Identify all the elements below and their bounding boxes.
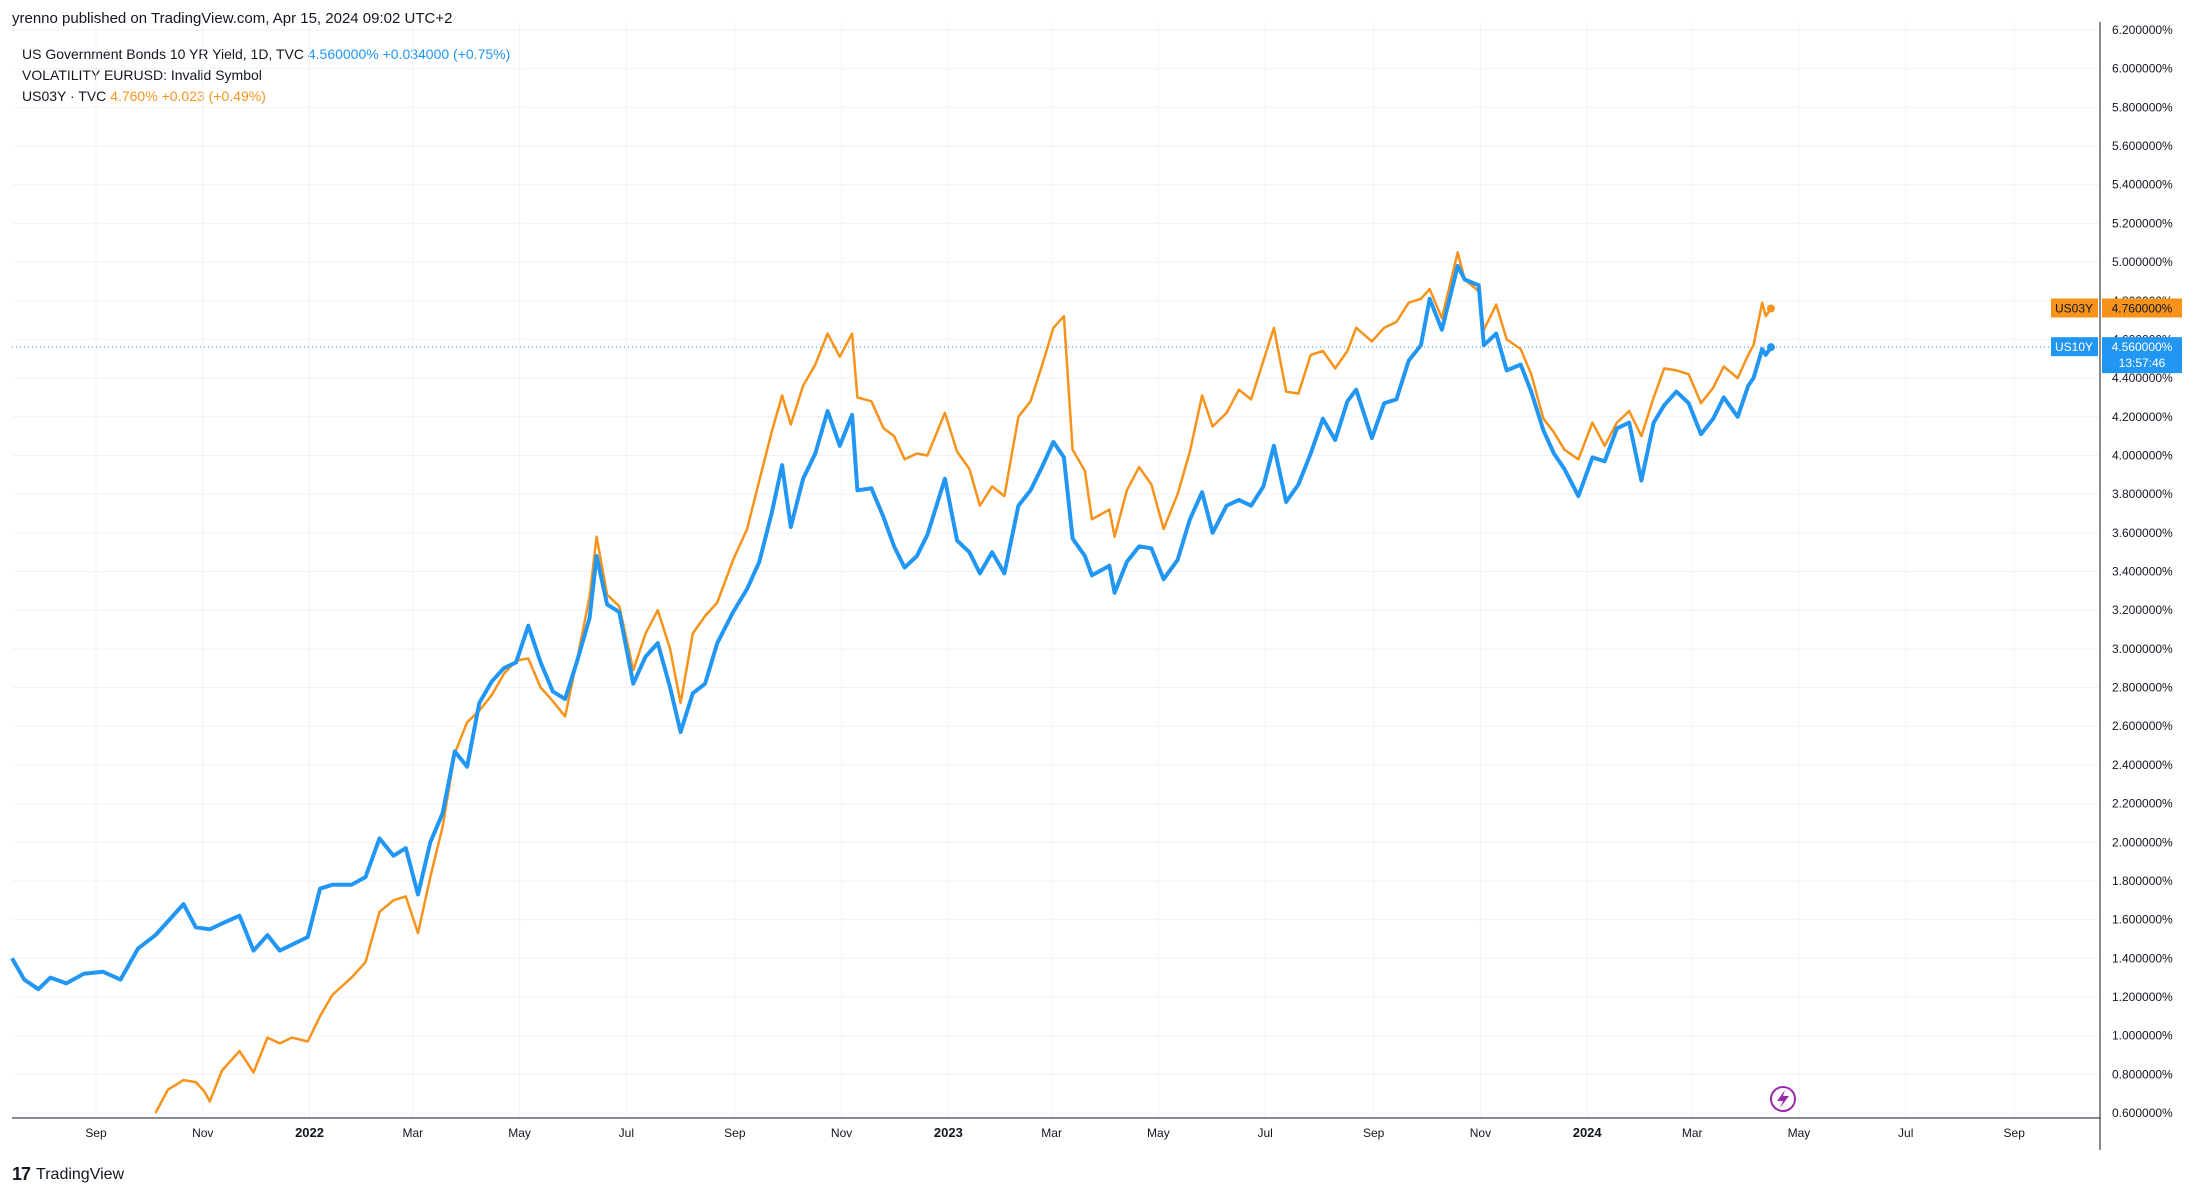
y-tick-label: 1.400000%: [2112, 951, 2173, 965]
series-layer: [10, 251, 1775, 1114]
y-tick-label: 6.200000%: [2112, 23, 2173, 37]
y-tick-label: 5.800000%: [2112, 100, 2173, 114]
legend-us03y-value: 4.760%: [110, 88, 158, 104]
y-tick-label: 3.400000%: [2112, 565, 2173, 579]
y-tick-label: 1.200000%: [2112, 990, 2173, 1004]
x-tick-label: 2023: [934, 1125, 963, 1140]
legend-row-us10y[interactable]: US Government Bonds 10 YR Yield, 1D, TVC…: [22, 44, 510, 65]
y-tick-label: 4.200000%: [2112, 410, 2173, 424]
x-tick-label: Jul: [1257, 1126, 1272, 1140]
us03y-value-label: 4.760000%: [2112, 301, 2173, 315]
x-tick-label: May: [1147, 1126, 1170, 1140]
legend-us10y-value: 4.560000%: [307, 46, 379, 62]
y-tick-label: 1.000000%: [2112, 1029, 2173, 1043]
us10y-price-tag: US10Y 4.560000% 13:57:46: [2051, 337, 2182, 374]
y-tick-label: 0.600000%: [2112, 1106, 2173, 1120]
us03y-price-tag: US03Y 4.760000%: [2051, 298, 2182, 318]
y-tick-label: 5.400000%: [2112, 178, 2173, 192]
x-tick-label: 2024: [1573, 1125, 1603, 1140]
x-tick-label: Sep: [85, 1126, 107, 1140]
y-axis-ticks: 0.600000% 0.800000% 1.000000% 1.200000% 1.40…: [2112, 23, 2173, 1120]
lightning-icon[interactable]: [1770, 1086, 1796, 1112]
us03y-tag-box: [2051, 298, 2098, 318]
legend-us10y-name: US Government Bonds 10 YR Yield, 1D, TVC: [22, 46, 304, 62]
legend-us03y-name: US03Y · TVC: [22, 88, 107, 104]
published-line: yrenno published on TradingView.com, Apr…: [12, 10, 453, 27]
legend-row-us03y[interactable]: US03Y · TVC 4.760% +0.023 (+0.49%): [22, 86, 510, 107]
y-tick-label: 2.400000%: [2112, 758, 2173, 772]
series-last-point-us03y: [1766, 304, 1775, 313]
series-last-point-us10y: [1766, 343, 1775, 352]
us10y-tag-box: [2051, 337, 2098, 357]
y-tick-label: 2.800000%: [2112, 681, 2173, 695]
y-tick-label: 2.600000%: [2112, 719, 2173, 733]
series-line-us10y: [10, 263, 1773, 992]
y-tick-label: 1.600000%: [2112, 913, 2173, 927]
tradingview-logo-icon: 17: [12, 1164, 31, 1184]
us03y-value-box: [2102, 298, 2182, 318]
x-tick-label: Jul: [1898, 1126, 1913, 1140]
x-tick-label: Jul: [619, 1126, 634, 1140]
y-tick-label: 5.200000%: [2112, 216, 2173, 230]
y-tick-label: 0.800000%: [2112, 1067, 2173, 1081]
y-tick-label: 2.000000%: [2112, 835, 2173, 849]
legend-row-volatility[interactable]: VOLATILITY EURUSD: Invalid Symbol: [22, 65, 510, 86]
footer-brand-label: TradingView: [36, 1165, 125, 1183]
x-tick-label: Sep: [1363, 1126, 1385, 1140]
y-tick-label: 3.200000%: [2112, 603, 2173, 617]
y-tick-label: 4.000000%: [2112, 448, 2173, 462]
legend: US Government Bonds 10 YR Yield, 1D, TVC…: [22, 44, 510, 107]
legend-us03y-change: +0.023 (+0.49%): [161, 88, 266, 104]
x-tick-label: Mar: [1041, 1126, 1062, 1140]
grid: [12, 22, 2100, 1118]
y-tick-label: 5.000000%: [2112, 255, 2173, 269]
x-tick-label: Sep: [2004, 1126, 2026, 1140]
x-tick-label: Nov: [831, 1126, 852, 1140]
x-tick-label: Mar: [1682, 1126, 1703, 1140]
y-tick-label: 4.400000%: [2112, 371, 2173, 385]
legend-us10y-change: +0.034000 (+0.75%): [382, 46, 511, 62]
x-tick-label: Mar: [402, 1126, 423, 1140]
us10y-tag-label: US10Y: [2055, 340, 2093, 354]
countdown-label: 13:57:46: [2119, 356, 2166, 370]
us03y-tag-label: US03Y: [2055, 301, 2093, 315]
x-tick-label: Sep: [724, 1126, 746, 1140]
y-tick-label: 2.200000%: [2112, 797, 2173, 811]
x-tick-label: Nov: [1470, 1126, 1491, 1140]
y-tick-label: 5.600000%: [2112, 139, 2173, 153]
x-tick-label: May: [1788, 1126, 1811, 1140]
legend-volatility-name: VOLATILITY EURUSD: Invalid Symbol: [22, 67, 262, 83]
x-tick-label: May: [508, 1126, 531, 1140]
footer-brand[interactable]: 17 TradingView: [12, 1164, 124, 1185]
x-axis-ticks: Sep Nov 2022 Mar May Jul Sep Nov 2023 Mar May Jul Se…: [85, 1125, 2025, 1140]
x-tick-label: Nov: [192, 1126, 213, 1140]
x-tick-label: 2022: [295, 1125, 324, 1140]
y-tick-label: 3.600000%: [2112, 526, 2173, 540]
y-tick-label: 3.000000%: [2112, 642, 2173, 656]
us10y-value-label: 4.560000%: [2112, 340, 2173, 354]
us10y-value-box: [2102, 337, 2182, 374]
y-tick-label: 6.000000%: [2112, 62, 2173, 76]
y-tick-label: 3.800000%: [2112, 487, 2173, 501]
y-tick-label: 1.800000%: [2112, 874, 2173, 888]
